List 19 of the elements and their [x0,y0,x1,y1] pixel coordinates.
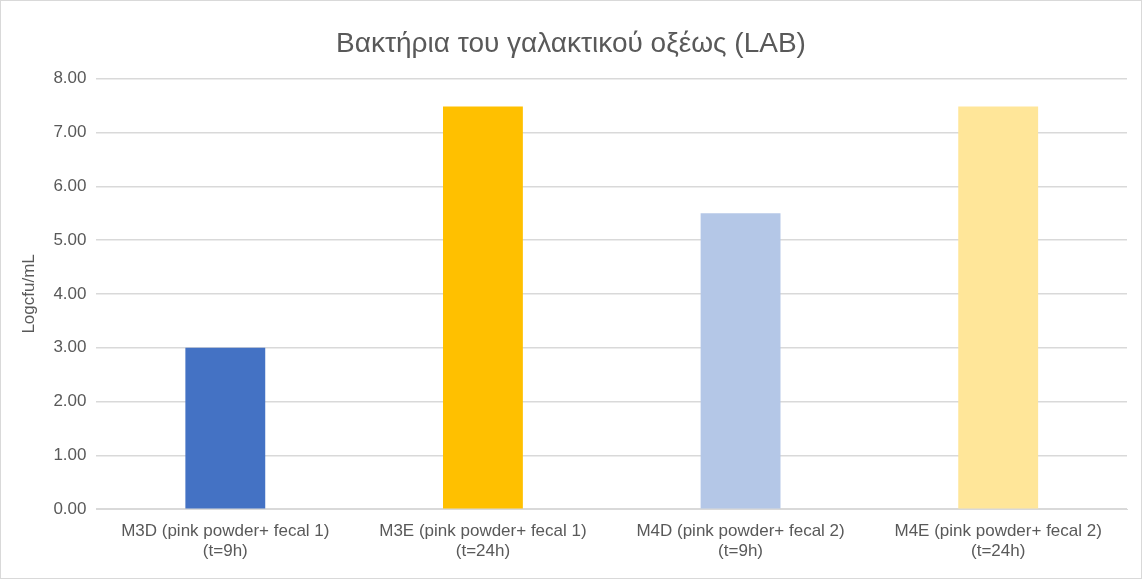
y-tick-label: 6.00 [53,175,87,195]
y-tick-label: 5.00 [53,229,87,249]
bar [958,106,1039,509]
bar [185,347,266,509]
y-tick-label: 3.00 [53,337,87,357]
x-tick-label: M3E (pink powder+ fecal 1) (t=24h) [379,521,587,561]
x-tick-label: M4E (pink powder+ fecal 2) (t=24h) [894,521,1102,561]
x-tick-label: M3D (pink powder+ fecal 1) (t=9h) [121,521,330,561]
bar [443,106,523,509]
y-tick-label: 1.00 [53,445,87,465]
chart-title: Βακτήρια του γαλακτικού οξέως (LAB) [336,26,806,58]
bar [700,213,781,509]
y-axis-title: Logcfu/mL [18,254,38,334]
y-tick-label: 4.00 [53,283,87,303]
y-tick-label: 0.00 [53,498,87,518]
x-tick-label: M4D (pink powder+ fecal 2) (t=9h) [636,521,845,561]
y-tick-label: 7.00 [53,122,87,142]
y-tick-label: 8.00 [53,68,87,88]
y-tick-label: 2.00 [53,391,87,411]
